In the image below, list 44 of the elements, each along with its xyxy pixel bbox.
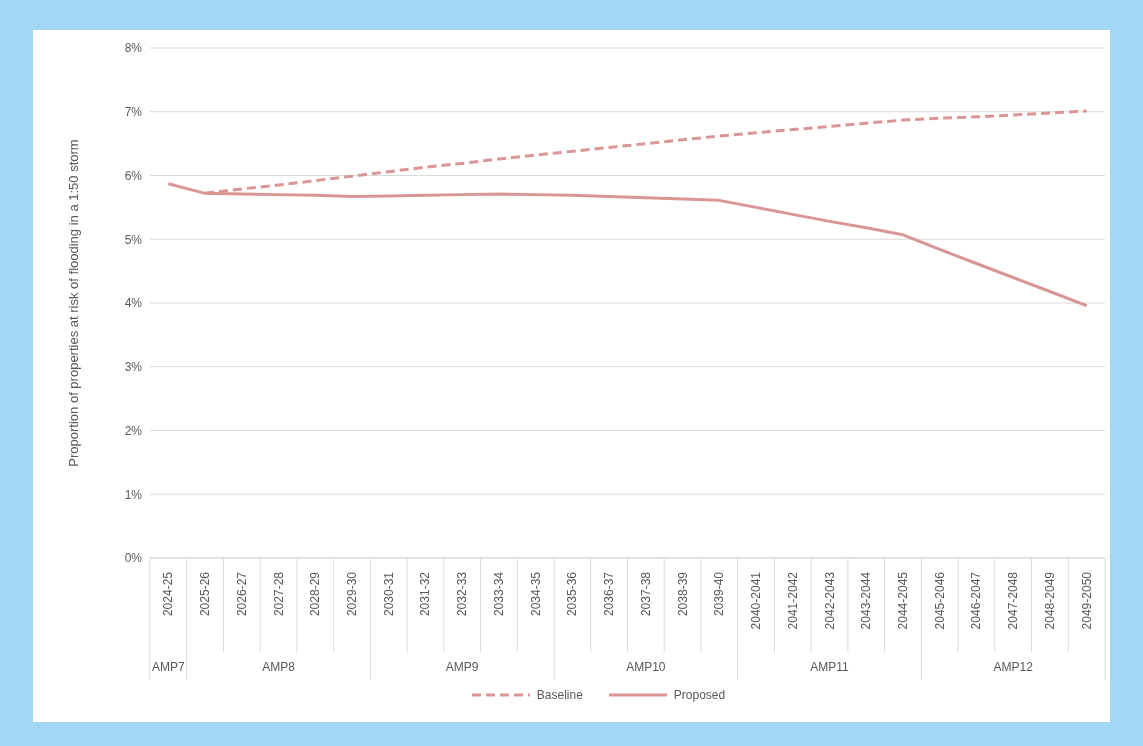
x-tick-label: 2033-34 <box>491 571 506 617</box>
x-tick-label: 2047-2048 <box>1006 571 1021 630</box>
y-tick-label: 1% <box>124 487 143 502</box>
x-tick-label: 2024-25 <box>161 571 176 617</box>
x-tick-label: 2025-26 <box>198 571 213 617</box>
y-tick-label: 2% <box>124 423 143 438</box>
x-tick-label: 2046-2047 <box>969 571 984 630</box>
x-tick-label: 2044-2045 <box>895 571 910 630</box>
y-tick-label: 3% <box>124 360 143 375</box>
x-tick-label: 2048-2049 <box>1042 571 1057 630</box>
x-tick-label: 2045-2046 <box>932 571 947 630</box>
y-tick-label: 4% <box>124 296 143 311</box>
x-tick-label: 2037-38 <box>638 571 653 617</box>
y-axis-title: Proportion of properties at risk of flooding in a 1:50 storm <box>65 139 81 467</box>
text: AMP10 <box>626 660 666 674</box>
y-tick-label: 7% <box>124 105 143 120</box>
x-tick-label: 2034-35 <box>528 571 543 617</box>
x-tick-label: 2031-32 <box>418 571 433 617</box>
x-tick-label: 2035-36 <box>565 571 580 617</box>
y-tick-label: 8% <box>124 41 143 56</box>
x-tick-label: 2049-2050 <box>1079 571 1094 630</box>
text: AMP12 <box>993 660 1034 674</box>
legend-label: Proposed <box>673 688 726 702</box>
x-tick-label: 2028-29 <box>308 571 323 617</box>
x-tick-label: 2043-2044 <box>859 571 874 630</box>
x-tick-label: 2042-2043 <box>822 571 837 630</box>
x-tick-label: 2029-30 <box>345 571 360 617</box>
x-tick-label: 2038-39 <box>675 571 690 617</box>
legend-label: Baseline <box>536 688 583 702</box>
x-tick-label: 2040-2041 <box>749 571 764 630</box>
y-tick-label: 0% <box>124 551 143 566</box>
x-tick-label: 2032-33 <box>455 571 470 617</box>
x-tick-label: 2041-2042 <box>785 571 800 630</box>
y-tick-label: 5% <box>124 232 143 247</box>
text: AMP8 <box>262 660 296 674</box>
text: AMP7 <box>152 660 186 674</box>
x-tick-label: 2039-40 <box>712 571 727 617</box>
text: AMP11 <box>810 660 850 674</box>
x-tick-label: 2027-28 <box>271 571 286 617</box>
y-tick-label: 6% <box>124 168 143 183</box>
x-tick-label: 2030-31 <box>381 571 396 617</box>
x-tick-label: 2036-37 <box>602 571 617 617</box>
text: AMP9 <box>445 660 479 674</box>
x-tick-label: 2026-27 <box>234 571 249 617</box>
